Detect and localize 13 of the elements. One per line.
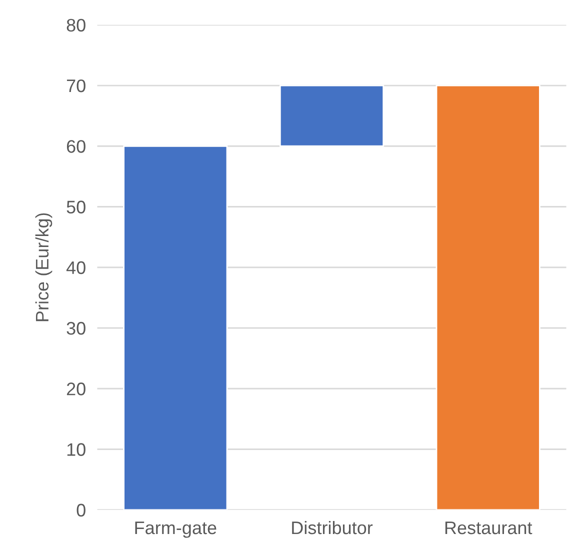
x-tick-label: Restaurant — [445, 522, 532, 534]
y-tick-label: 40 — [66, 261, 86, 274]
y-tick-label: 80 — [66, 18, 86, 32]
y-tick-label: 70 — [66, 79, 86, 92]
y-axis-title: Price (Eur/kg) — [35, 213, 52, 322]
y-tick-label: 60 — [66, 140, 86, 153]
y-tick-label: 10 — [67, 443, 86, 456]
y-tick-label: 30 — [66, 322, 86, 335]
y-tick-label: 20 — [66, 382, 86, 396]
y-tick-label: 50 — [66, 200, 86, 214]
x-tick-label: Farm-gate — [135, 522, 216, 538]
x-tick-label: Distributor — [292, 520, 373, 534]
y-tick-label: 0 — [76, 504, 86, 517]
